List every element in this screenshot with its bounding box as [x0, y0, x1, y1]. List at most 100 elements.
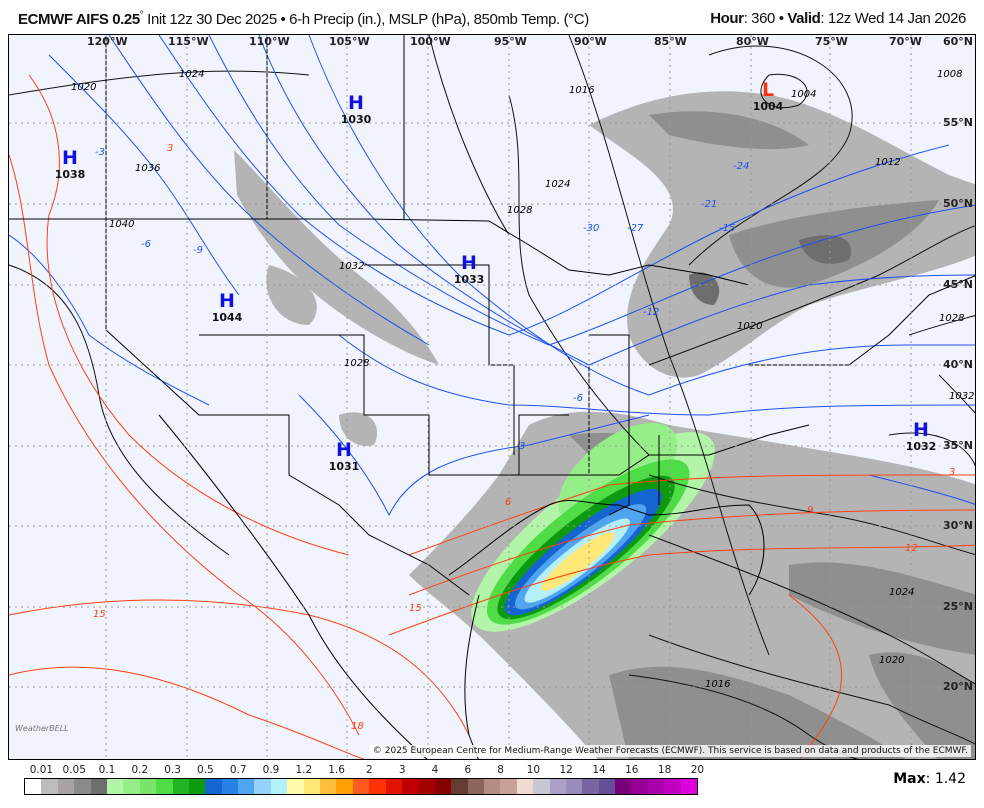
colorbar-label: 18 [657, 764, 672, 776]
isotherm-label: 15 [409, 603, 422, 614]
lon-label: 70°W [889, 35, 922, 48]
isotherm-label: 3 [949, 467, 956, 478]
colorbar-label: 0.9 [262, 764, 280, 776]
model-name: ECMWF AIFS 0.25 [18, 11, 140, 28]
hour-value: : 360 • [743, 10, 788, 27]
pressure-letter: L [761, 79, 775, 101]
pressure-letter: H [62, 147, 78, 169]
isotherms-warm [9, 74, 975, 759]
isotherm-label: 9 [807, 505, 814, 516]
isobar-label: 1028 [344, 358, 370, 369]
isotherm-label: 3 [519, 441, 526, 452]
colorbar-swatch [57, 779, 75, 794]
colorbar-label: 0.7 [229, 764, 247, 776]
colorbar-swatch [123, 779, 140, 794]
colorbar-swatch [25, 779, 42, 794]
high-pressure-center: H 1032 [906, 421, 937, 454]
isotherm-label: -3 [95, 147, 105, 158]
isobar-label: 1024 [179, 69, 205, 80]
high-pressure-center: H 1033 [454, 252, 485, 287]
pressure-letter: H [461, 252, 477, 274]
colorbar-swatch [188, 779, 206, 794]
valid-label: Valid [787, 10, 821, 27]
max-label: Max [893, 771, 926, 787]
isobar-label: 1032 [339, 261, 365, 272]
isobar-label: 1020 [879, 655, 905, 666]
colorbar-swatch [369, 779, 386, 794]
max-number: : 1.42 [925, 771, 966, 787]
lat-label: 40°N [943, 358, 974, 371]
colorbar-label: 14 [592, 764, 606, 776]
isotherm-label: 3 [167, 143, 174, 154]
isotherm-label: 15 [93, 609, 106, 620]
isobar-label: 1008 [937, 69, 963, 80]
isotherm-label: -12 [643, 307, 660, 318]
isotherm-label: -6 [573, 393, 583, 404]
colorbar-swatch [598, 779, 616, 794]
precip-colorbar [24, 778, 699, 795]
isobar-label: 1024 [889, 587, 915, 598]
map-canvas [9, 35, 975, 759]
map-description: Init 12z 30 Dec 2025 • 6-h Precip (in.),… [143, 11, 589, 28]
colorbar-label: 12 [559, 764, 573, 776]
colorbar-swatch [205, 779, 222, 794]
colorbar-label: 20 [690, 764, 705, 776]
colorbar-swatch [631, 779, 648, 794]
colorbar-swatch [41, 779, 58, 794]
hour-label: Hour [710, 10, 744, 27]
max-value: Max: 1.42 [893, 771, 966, 787]
lat-label: 20°N [943, 680, 974, 693]
precip-dark-shading [689, 235, 851, 305]
lat-label: 55°N [943, 116, 974, 129]
colorbar-label: 0.3 [164, 764, 181, 776]
colorbar-label: 2 [366, 764, 373, 776]
colorbar-swatch [254, 779, 271, 794]
isobar-label: 1028 [507, 205, 533, 216]
pressure-value: 1004 [752, 100, 784, 113]
lon-label: 105°W [329, 35, 370, 48]
lon-label: 75°W [815, 35, 848, 48]
valid-time: Hour: 360 • Valid: 12z Wed 14 Jan 2026 [710, 10, 966, 27]
colorbar-swatch [74, 779, 91, 794]
colorbar-swatch [303, 779, 321, 794]
colorbar-swatch [418, 779, 435, 794]
lat-label: 50°N [943, 197, 974, 210]
isotherm-label: -30 [583, 223, 600, 234]
isotherms-cold [9, 35, 975, 517]
colorbar-label: 1.6 [328, 764, 345, 776]
colorbar-label: 8 [497, 764, 504, 776]
valid-value: : 12z Wed 14 Jan 2026 [820, 10, 966, 27]
pressure-value: 1031 [328, 460, 360, 473]
colorbar-swatch [451, 779, 468, 794]
colorbar-label: 1.2 [295, 764, 313, 776]
colorbar-swatch [434, 779, 452, 794]
lon-label: 90°W [574, 35, 607, 48]
lat-label: 30°N [943, 519, 974, 532]
colorbar-label: 16 [625, 764, 639, 776]
lon-label: 85°W [654, 35, 687, 48]
map-title: ECMWF AIFS 0.25° Init 12z 30 Dec 2025 • … [18, 10, 589, 28]
high-pressure-center: H 1031 [328, 439, 360, 474]
pressure-letter: H [219, 290, 235, 312]
colorbar-label: 0.5 [197, 764, 214, 776]
pressure-value: 1044 [211, 311, 243, 324]
colorbar-swatch [500, 779, 517, 794]
isobar-label: 1020 [71, 82, 97, 93]
lon-label: 95°W [494, 35, 527, 48]
pressure-value: 1038 [54, 168, 86, 181]
lat-label: 60°N [943, 35, 974, 48]
colorbar-swatch [238, 779, 255, 794]
colorbar-label: 0.1 [98, 764, 116, 776]
colorbar-swatch [401, 779, 419, 794]
high-pressure-center: H 1044 [211, 290, 243, 325]
weather-map: 120°W 115°W 110°W 105°W 100°W 95°W 90°W … [8, 34, 976, 760]
copyright-notice: © 2025 European Centre for Medium-Range … [369, 745, 971, 757]
colorbar-swatch [270, 779, 288, 794]
colorbar-swatch [516, 779, 534, 794]
isotherm-label: -21 [701, 199, 718, 210]
lat-label: 45°N [943, 278, 974, 291]
colorbar-swatch [352, 779, 370, 794]
isotherm-label: 18 [351, 721, 364, 732]
high-pressure-center: H 1038 [54, 147, 86, 182]
pressure-letter: H [336, 439, 352, 461]
